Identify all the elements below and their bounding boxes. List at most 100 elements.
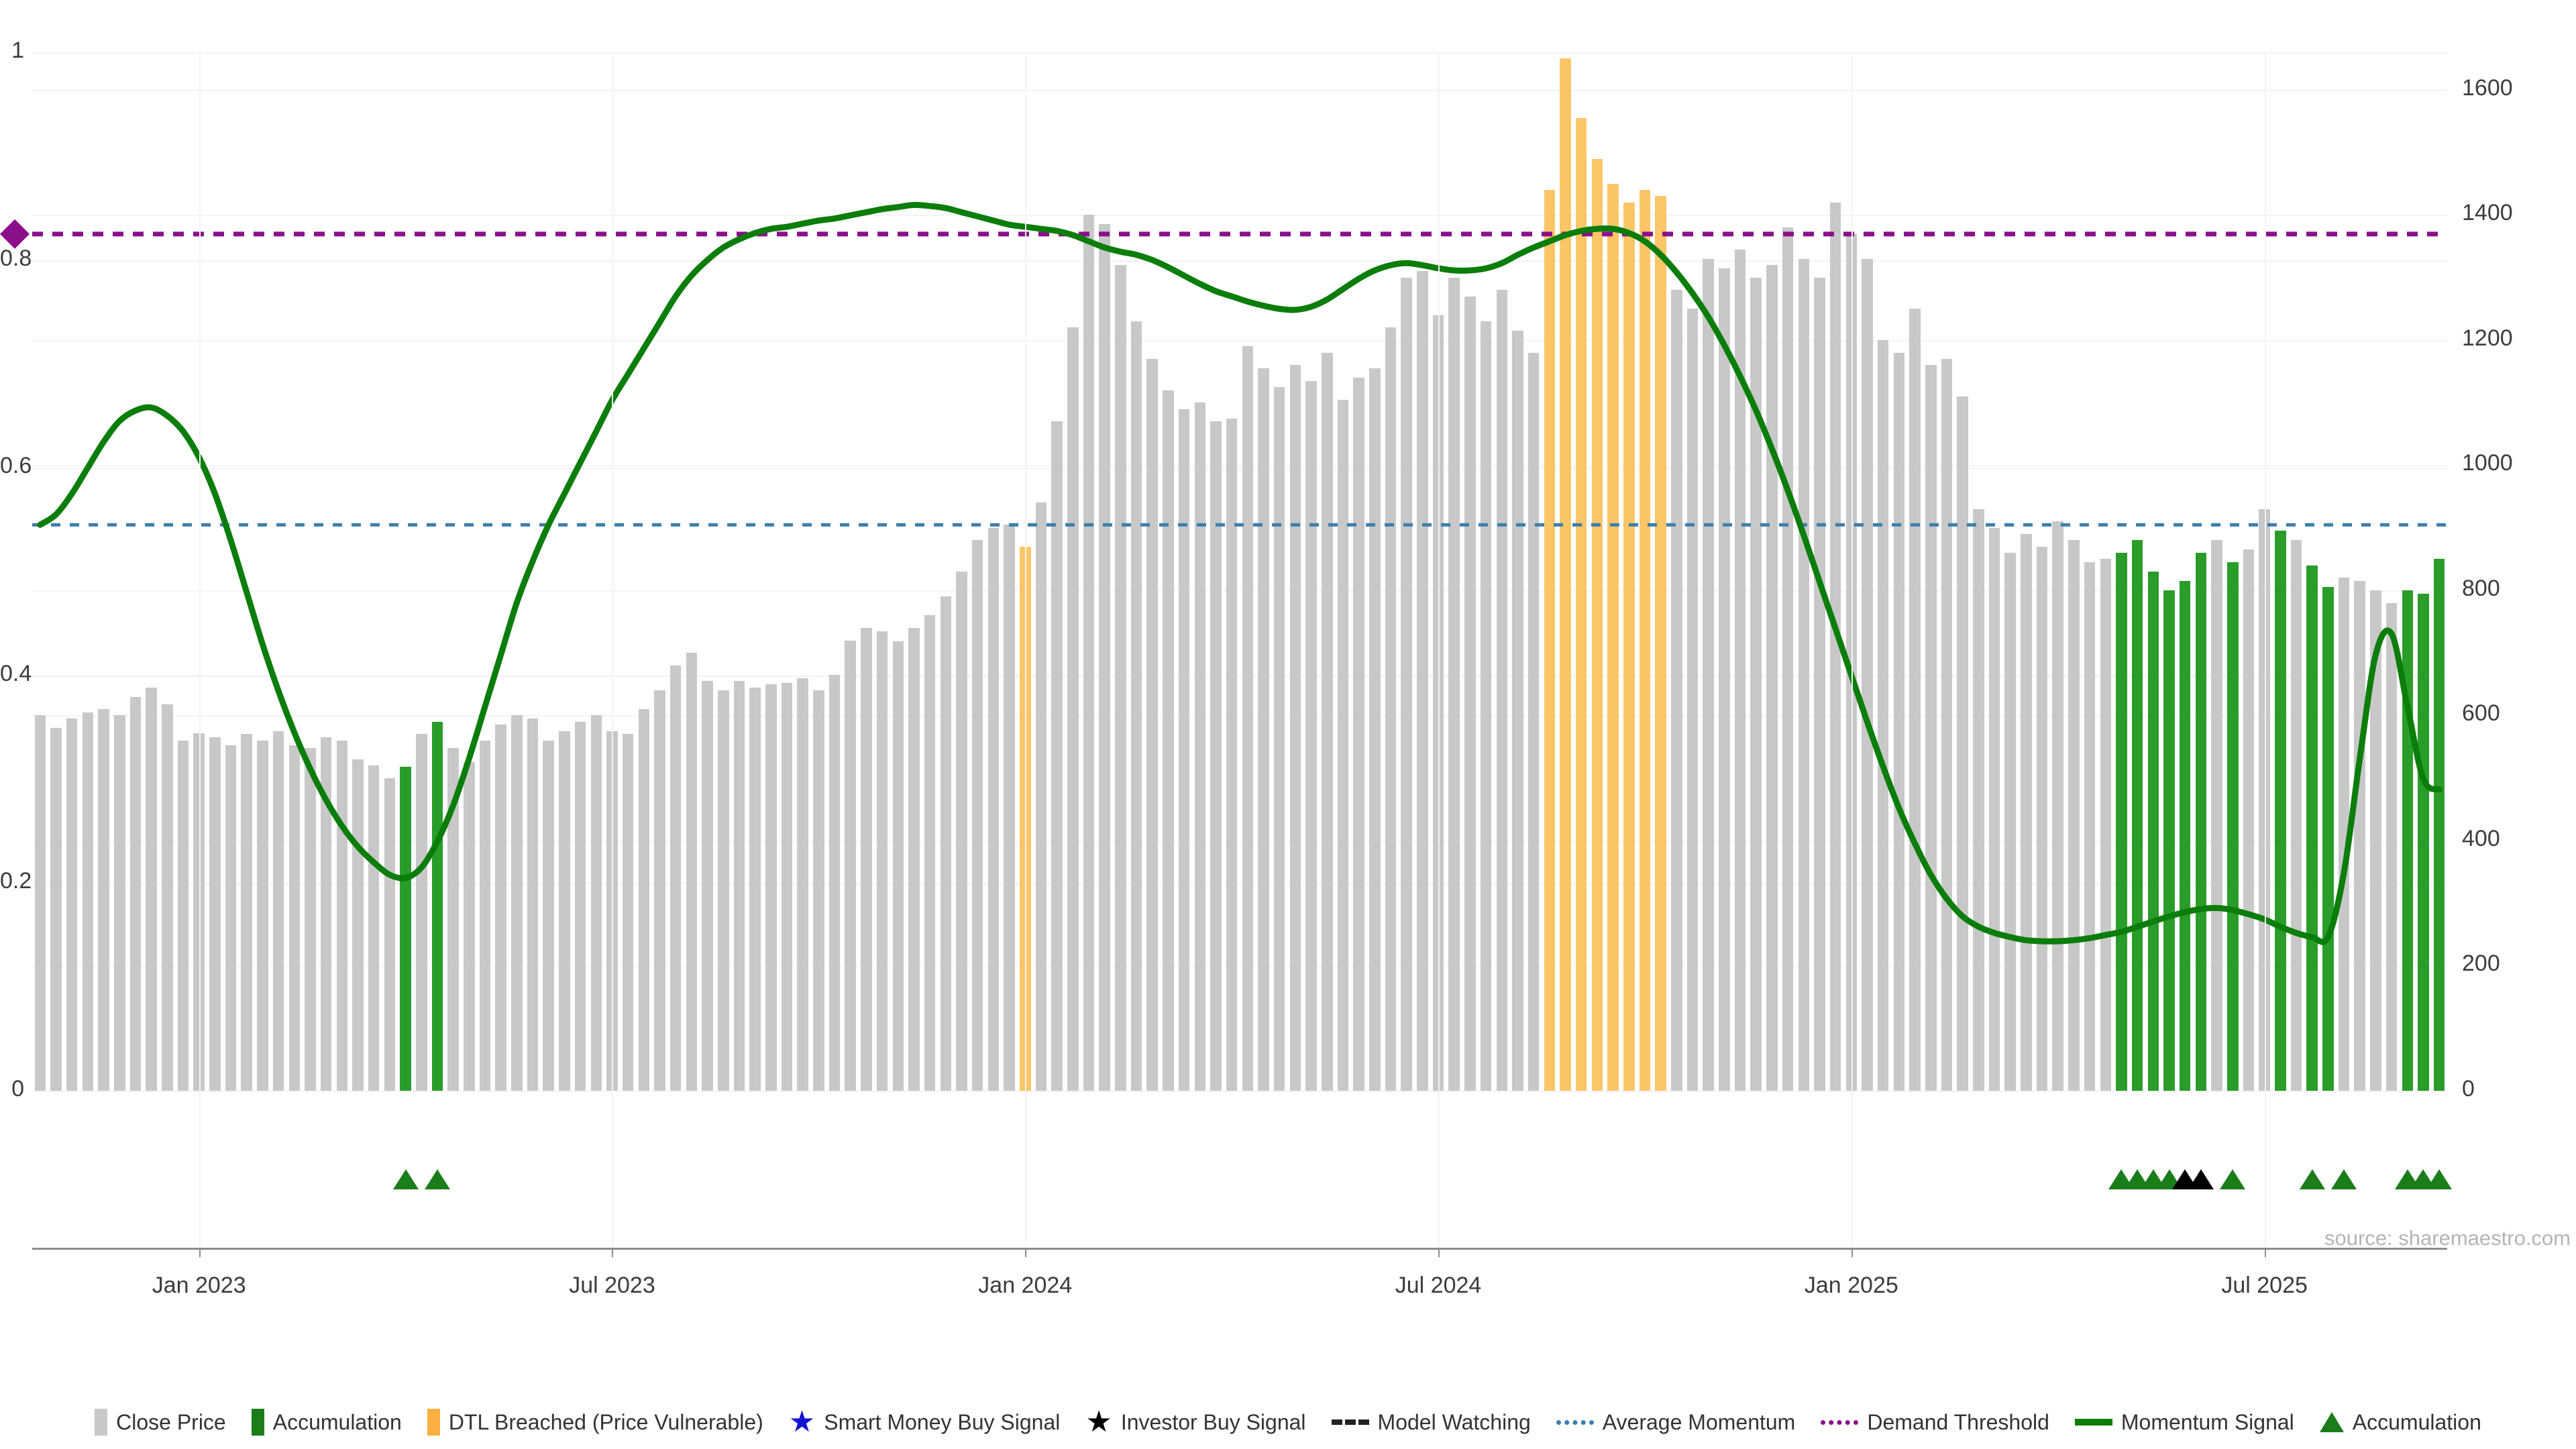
y-left-tick-label: 0.6 — [0, 453, 32, 479]
bar-accumulation — [2418, 593, 2429, 1091]
legend-momentum-signal[interactable]: Momentum Signal — [2074, 1410, 2294, 1435]
y-right-tick-label: 800 — [2462, 575, 2500, 601]
gridline — [32, 883, 2447, 885]
x-tick-label: Jan 2024 — [978, 1273, 1073, 1298]
bar-close-price — [2100, 559, 2112, 1091]
bar-close-price — [1194, 402, 1206, 1091]
legend-dtl-breached[interactable]: DTL Breached (Price Vulnerable) — [427, 1409, 763, 1436]
bar-close-price — [1829, 202, 1841, 1091]
bar-close-price — [146, 687, 157, 1091]
bar-close-price — [845, 640, 857, 1091]
bar-close-price — [1146, 358, 1159, 1091]
bar-close-price — [2068, 540, 2080, 1091]
y-left-tick-label: 0.2 — [0, 868, 32, 894]
bar-close-price — [1226, 418, 1238, 1091]
legend-investor-buy[interactable]: ★ Investor Buy Signal — [1085, 1405, 1305, 1438]
y-right-tick-label: 1200 — [2462, 325, 2513, 351]
y-right-tick-label: 600 — [2462, 700, 2500, 727]
accumulation-marker — [2331, 1169, 2357, 1189]
gridline — [32, 89, 2447, 91]
bar-close-price — [1273, 386, 1285, 1091]
bar-dtl-breached — [1639, 190, 1651, 1091]
bar-close-price — [241, 734, 253, 1091]
x-gridline — [612, 52, 614, 1248]
legend-label: Accumulation — [272, 1409, 402, 1434]
accumulation-marker — [2220, 1169, 2246, 1189]
bar-close-price — [1893, 352, 1905, 1091]
legend-accumulation-marker[interactable]: Accumulation — [2319, 1409, 2481, 1435]
bar-accumulation — [2131, 540, 2143, 1091]
bar-close-price — [479, 740, 491, 1091]
bar-close-price — [1814, 277, 1825, 1091]
bar-accumulation — [2275, 531, 2286, 1091]
bar-close-price — [1163, 390, 1174, 1091]
legend-label: Smart Money Buy Signal — [824, 1409, 1061, 1434]
bar-accumulation — [2322, 587, 2334, 1091]
legend-close-price[interactable]: Close Price — [95, 1409, 226, 1436]
demand-threshold-diamond — [0, 219, 30, 249]
legend-smart-money[interactable]: ★ Smart Money Buy Signal — [789, 1407, 1061, 1437]
bar-close-price — [1035, 502, 1047, 1091]
bar-close-price — [2370, 590, 2381, 1091]
gridline — [32, 468, 2447, 470]
bar-close-price — [1877, 339, 1889, 1091]
triangle-icon — [2319, 1412, 2344, 1432]
x-tick — [2264, 1248, 2266, 1257]
bar-close-price — [305, 747, 316, 1091]
legend-label: DTL Breached (Price Vulnerable) — [448, 1409, 763, 1434]
bar-close-price — [495, 724, 506, 1091]
bar-close-price — [1353, 377, 1364, 1091]
bar-close-price — [272, 731, 284, 1091]
bar-close-price — [66, 718, 78, 1091]
bar-close-price — [1527, 352, 1540, 1091]
bar-close-price — [1305, 380, 1317, 1091]
bar-close-price — [384, 777, 396, 1091]
bar-close-price — [1337, 399, 1349, 1091]
bar-close-price — [654, 690, 665, 1091]
bar-close-price — [1369, 368, 1381, 1091]
bar-dtl-breached — [1655, 196, 1666, 1091]
legend-demand-threshold[interactable]: Demand Threshold — [1821, 1410, 2049, 1435]
bar-close-price — [1988, 527, 2000, 1091]
legend-model-watching[interactable]: Model Watching — [1331, 1410, 1531, 1435]
legend-label: Average Momentum — [1602, 1409, 1796, 1434]
star-icon: ★ — [1085, 1405, 1112, 1438]
gridline — [32, 590, 2447, 592]
bar-close-price — [177, 740, 189, 1091]
bar-close-price — [1909, 309, 1921, 1091]
bar-close-price — [1067, 327, 1079, 1091]
bar-close-price — [1289, 365, 1301, 1091]
bar-close-price — [749, 687, 761, 1091]
bar-accumulation — [2116, 553, 2127, 1091]
bar-close-price — [1448, 277, 1460, 1091]
y-right-tick-label: 1000 — [2462, 450, 2513, 476]
bar-accumulation — [2195, 553, 2207, 1091]
x-axis-line — [32, 1248, 2447, 1250]
accumulation-marker — [424, 1169, 450, 1189]
plot-area — [0, 52, 2447, 1092]
bar-close-price — [638, 709, 650, 1091]
bar-close-price — [686, 653, 698, 1091]
bar-accumulation — [2306, 565, 2318, 1091]
bar-close-price — [1099, 224, 1110, 1091]
bar-close-price — [1750, 277, 1762, 1091]
x-gridline — [2264, 52, 2266, 1248]
bar-close-price — [98, 709, 109, 1091]
bar-close-price — [1671, 290, 1682, 1091]
bar-close-price — [797, 678, 808, 1091]
bar-close-price — [1512, 330, 1523, 1091]
bar-close-price — [415, 734, 427, 1091]
legend-swatch-dashed-line — [1331, 1419, 1369, 1425]
bar-close-price — [209, 737, 221, 1091]
legend-average-momentum[interactable]: Average Momentum — [1556, 1409, 1796, 1435]
bar-close-price — [1862, 258, 1873, 1091]
legend-accumulation-bar[interactable]: Accumulation — [251, 1409, 402, 1436]
bar-close-price — [1496, 290, 1508, 1091]
momentum-signal-line — [37, 202, 2443, 945]
bar-accumulation — [2163, 590, 2175, 1091]
bar-close-price — [1417, 271, 1428, 1091]
bar-close-price — [956, 572, 967, 1091]
bar-close-price — [1130, 321, 1142, 1091]
gridline — [32, 965, 2447, 967]
legend-label: Accumulation — [2352, 1409, 2481, 1434]
